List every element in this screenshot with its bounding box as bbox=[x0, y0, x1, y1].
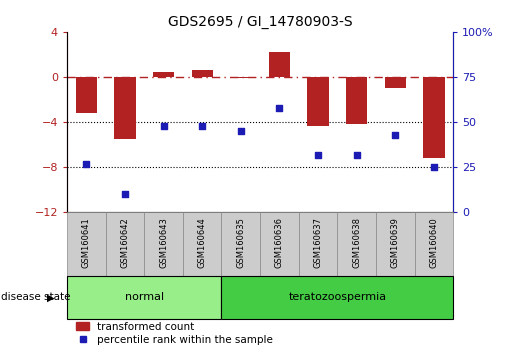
Bar bbox=[376, 212, 415, 276]
Text: GSM160643: GSM160643 bbox=[159, 218, 168, 268]
Bar bbox=[415, 212, 453, 276]
Point bbox=[314, 152, 322, 158]
Text: disease state: disease state bbox=[1, 292, 71, 302]
Text: GSM160644: GSM160644 bbox=[198, 218, 207, 268]
Bar bbox=[346, 77, 367, 124]
Legend: transformed count, percentile rank within the sample: transformed count, percentile rank withi… bbox=[72, 317, 277, 349]
Text: GSM160635: GSM160635 bbox=[236, 218, 245, 268]
Point bbox=[352, 152, 360, 158]
Point bbox=[430, 164, 438, 170]
Text: teratozoospermia: teratozoospermia bbox=[288, 292, 386, 302]
Bar bbox=[221, 276, 453, 319]
Bar bbox=[260, 212, 299, 276]
Bar bbox=[299, 212, 337, 276]
Bar bbox=[144, 212, 183, 276]
Bar bbox=[76, 77, 97, 113]
Text: GSM160642: GSM160642 bbox=[121, 218, 129, 268]
Bar bbox=[307, 77, 329, 126]
Point bbox=[82, 161, 91, 166]
Bar bbox=[67, 212, 106, 276]
Bar bbox=[106, 212, 144, 276]
Text: GSM160637: GSM160637 bbox=[314, 217, 322, 268]
Point bbox=[198, 123, 206, 129]
Bar bbox=[114, 77, 135, 139]
Text: normal: normal bbox=[125, 292, 164, 302]
Text: GSM160636: GSM160636 bbox=[275, 217, 284, 268]
Point bbox=[159, 123, 167, 129]
Bar bbox=[67, 276, 221, 319]
Bar bbox=[269, 52, 290, 77]
Bar bbox=[221, 212, 260, 276]
Bar bbox=[423, 77, 444, 158]
Bar bbox=[230, 77, 251, 78]
Point bbox=[391, 132, 400, 138]
Title: GDS2695 / GI_14780903-S: GDS2695 / GI_14780903-S bbox=[168, 16, 352, 29]
Bar bbox=[183, 212, 221, 276]
Bar bbox=[385, 77, 406, 88]
Text: ▶: ▶ bbox=[47, 292, 55, 302]
Point bbox=[236, 129, 245, 134]
Bar bbox=[153, 73, 174, 77]
Text: GSM160639: GSM160639 bbox=[391, 218, 400, 268]
Text: GSM160638: GSM160638 bbox=[352, 217, 361, 268]
Bar bbox=[192, 70, 213, 77]
Point bbox=[275, 105, 283, 110]
Text: GSM160641: GSM160641 bbox=[82, 218, 91, 268]
Point bbox=[121, 192, 129, 197]
Text: GSM160640: GSM160640 bbox=[430, 218, 438, 268]
Bar bbox=[337, 212, 376, 276]
